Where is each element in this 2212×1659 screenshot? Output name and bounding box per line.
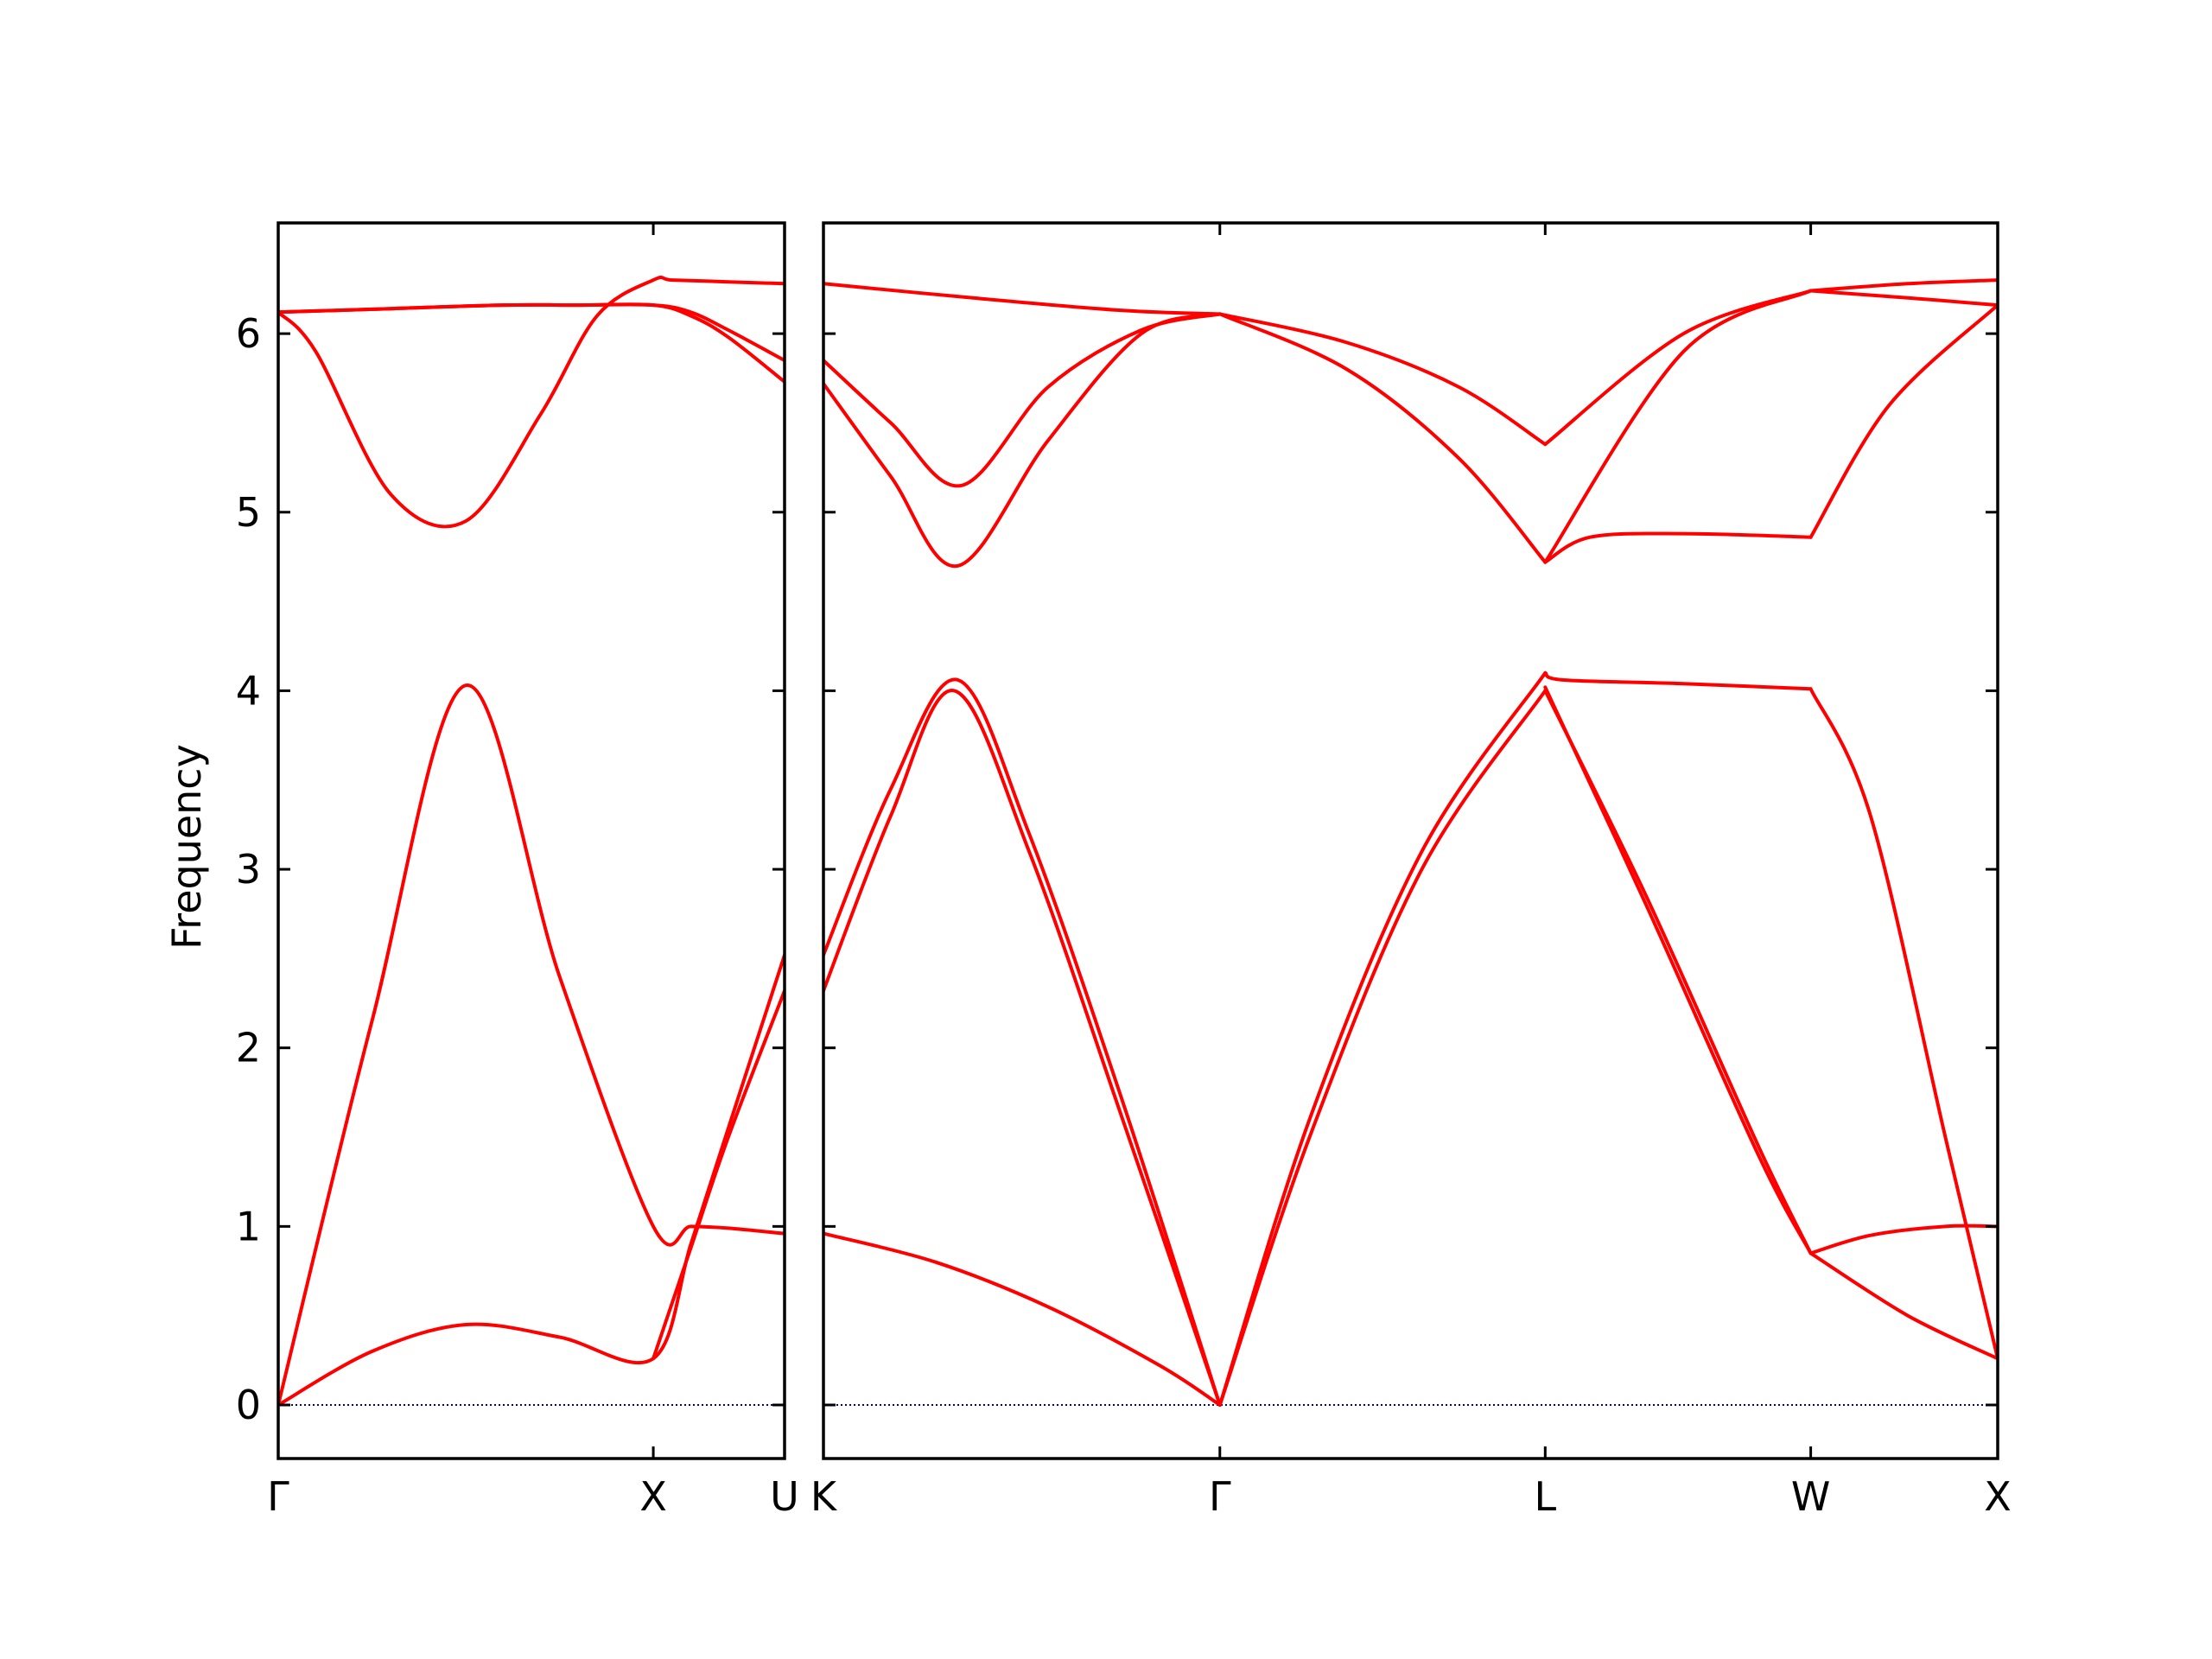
x-tick-label: X	[1984, 1473, 2012, 1520]
band-line-1-13	[1543, 289, 1813, 564]
y-tick-label: 1	[236, 1203, 261, 1249]
band-line-1-21	[1808, 278, 1998, 293]
band-line-1-17	[1808, 1224, 1998, 1255]
band-line-1-6	[1217, 689, 1548, 1407]
band-line-1-2	[823, 677, 1222, 1407]
band-line-0-4	[278, 302, 785, 384]
band-line-1-16	[1808, 1251, 1998, 1361]
x-tick-label: X	[639, 1473, 667, 1520]
x-tick-label: W	[1791, 1473, 1830, 1520]
band-line-1-18	[1808, 687, 1998, 1361]
band-line-1-5	[823, 282, 1222, 316]
y-tick-label: 3	[236, 846, 261, 893]
band-line-1-19	[1808, 303, 1998, 539]
band-line-0-1	[278, 683, 785, 1407]
plot-frame	[822, 221, 1999, 1460]
band-line-0-2	[278, 275, 785, 529]
panel-left: 0 1 2 3 4 5 6 Γ X U	[236, 221, 799, 1520]
x-tick-label: Γ	[1209, 1473, 1231, 1520]
band-line-1-1	[823, 689, 1222, 1407]
band-line-1-8	[1217, 312, 1548, 564]
y-tick-label: 4	[236, 667, 261, 714]
y-tick-label: 6	[236, 310, 261, 357]
band-line-1-3	[823, 312, 1222, 568]
y-tick-label: 5	[236, 489, 261, 536]
band-line-1-14	[1543, 531, 1813, 564]
band-line-1-20	[1808, 289, 1998, 308]
band-line-1-9	[1217, 312, 1548, 447]
x-tick-label: Γ	[267, 1473, 289, 1520]
x-tick-label: L	[1534, 1473, 1556, 1520]
x-tick-label: K	[810, 1473, 838, 1520]
y-tick-label: 0	[236, 1382, 261, 1428]
band-line-0-5	[652, 988, 785, 1361]
band-line-1-11	[1543, 689, 1813, 1255]
x-tick-label: U	[770, 1473, 799, 1520]
band-line-1-4	[823, 312, 1222, 488]
band-line-0-3	[278, 302, 785, 363]
band-line-1-0	[823, 1231, 1222, 1407]
band-line-1-7	[1217, 671, 1548, 1407]
band-line-1-15	[1543, 289, 1813, 447]
y-axis-label: Frequency	[163, 744, 210, 950]
plot-frame	[276, 221, 786, 1460]
band-line-1-12	[1543, 671, 1813, 691]
band-line-0-0	[278, 953, 785, 1407]
y-tick-label: 2	[236, 1025, 261, 1071]
